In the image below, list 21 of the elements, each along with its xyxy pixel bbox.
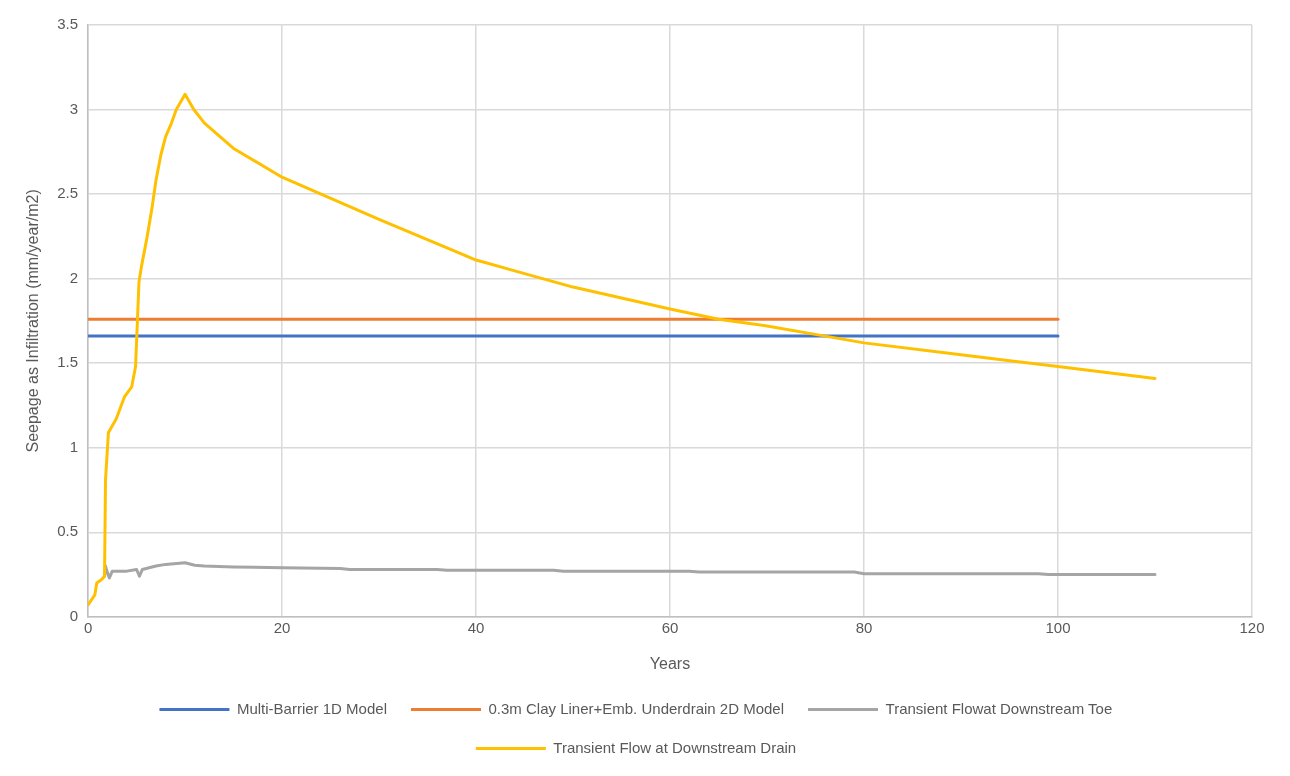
legend-label: Transient Flow at Downstream Drain xyxy=(553,738,797,756)
y-tick-label: 2.5 xyxy=(57,184,79,202)
x-tick-label: 120 xyxy=(1239,618,1265,636)
y-tick-label: 0.5 xyxy=(57,522,79,540)
y-tick-label: 2 xyxy=(69,268,79,286)
y-tick-label: 0 xyxy=(69,606,79,624)
x-tick-label: 20 xyxy=(273,618,291,636)
legend-label: Transient Flowat Downstream Toe xyxy=(885,699,1113,717)
x-tick-label: 0 xyxy=(83,618,93,636)
x-tick-label: 60 xyxy=(661,618,679,636)
x-tick-label: 40 xyxy=(467,618,485,636)
y-axis-title: Seepage as Infiltration (mm/year/m2) xyxy=(24,189,42,453)
legend-label: Multi-Barrier 1D Model xyxy=(236,699,387,717)
legend-label: 0.3m Clay Liner+Emb. Underdrain 2D Model xyxy=(488,699,785,717)
x-axis-title: Years xyxy=(649,654,691,672)
y-tick-label: 3 xyxy=(69,99,79,117)
y-tick-label: 1.5 xyxy=(57,353,79,371)
y-tick-label: 1 xyxy=(69,437,79,455)
y-tick-label: 3.5 xyxy=(57,15,79,33)
x-tick-label: 80 xyxy=(855,618,873,636)
x-tick-label: 100 xyxy=(1045,618,1071,636)
